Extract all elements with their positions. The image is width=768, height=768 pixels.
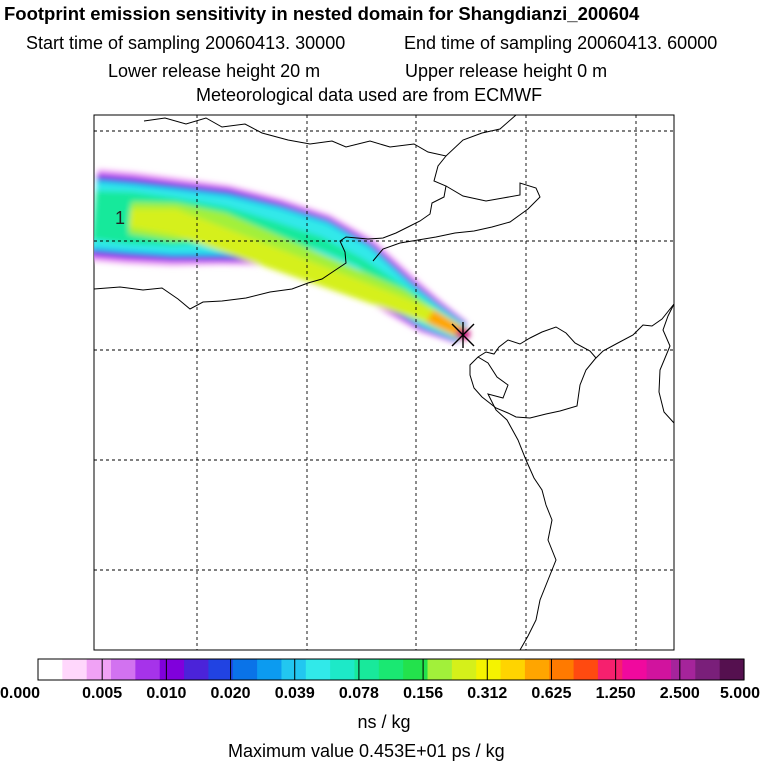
- colorbar-tick-label: 0.010: [146, 685, 186, 702]
- colorbar-cell: [524, 659, 550, 680]
- colorbar-cell: [257, 659, 283, 680]
- met-data-label: Meteorological data used are from ECMWF: [196, 85, 543, 105]
- colorbar-tick-label: 5.000: [720, 685, 760, 702]
- peninsula-east: [469, 303, 674, 419]
- start-time-label: Start time of sampling 20060413. 30000: [26, 33, 346, 53]
- colorbar-cell: [500, 659, 526, 680]
- colorbar-cell: [38, 659, 63, 680]
- colorbar-cell: [476, 659, 502, 680]
- contour-label: 1: [115, 208, 125, 228]
- colorbar-cell: [695, 659, 721, 680]
- colorbar: [37, 658, 745, 681]
- lower-height-label: Lower release height 20 m: [108, 61, 321, 81]
- colorbar-unit: ns / kg: [357, 712, 411, 732]
- border-north: [143, 115, 517, 157]
- colorbar-cell: [232, 659, 258, 680]
- colorbar-cell: [622, 659, 648, 680]
- colorbar-tick-label: 0.625: [531, 685, 571, 702]
- colorbar-cell: [646, 659, 672, 680]
- colorbar-cell: [427, 659, 453, 680]
- colorbar-tick-label: 0.078: [339, 685, 379, 702]
- colorbar-frame: [37, 658, 745, 681]
- coast-bay: [94, 155, 447, 310]
- colorbar-cell: [354, 659, 380, 680]
- colorbar-cell: [719, 659, 745, 680]
- colorbar-cell: [62, 659, 88, 680]
- colorbar-cell: [378, 659, 404, 680]
- station-marker: [451, 322, 475, 348]
- colorbar-cell: [184, 659, 210, 680]
- colorbar-cell: [111, 659, 136, 680]
- colorbar-tick-label: 0.020: [211, 685, 251, 702]
- colorbar-tick-label: 0.156: [403, 685, 443, 702]
- colorbar-cell: [86, 659, 112, 680]
- colorbar-cell: [135, 659, 161, 680]
- peninsula-coast: [658, 303, 674, 424]
- colorbar-cell: [208, 659, 234, 680]
- upper-height-label: Upper release height 0 m: [405, 61, 608, 81]
- colorbar-cell: [305, 659, 331, 680]
- colorbar-cell: [159, 659, 185, 680]
- colorbar-cell: [670, 659, 696, 680]
- footprint-plume: [94, 169, 470, 344]
- gridlines: [94, 115, 674, 650]
- colorbar-tick-label: 0.005: [82, 685, 122, 702]
- colorbar-ticks: 0.000 0.005 0.010 0.020 0.039 0.078 0.156 0.312…: [0, 659, 760, 702]
- coastlines: [94, 115, 674, 650]
- chart-title: Footprint emission sensitivity in nested…: [4, 3, 640, 24]
- end-time-label: End time of sampling 20060413. 60000: [404, 33, 718, 53]
- colorbar-cell: [281, 659, 307, 680]
- colorbar-tick-label: 0.000: [0, 685, 40, 702]
- colorbar-cell: [403, 659, 429, 680]
- colorbar-cell: [451, 659, 477, 680]
- max-value-label: Maximum value 0.453E+01 ps / kg: [228, 741, 505, 761]
- coast-east: [372, 182, 541, 262]
- colorbar-cell: [549, 659, 575, 680]
- colorbar-cell: [330, 659, 356, 680]
- colorbar-cell: [597, 659, 623, 680]
- coast-south: [477, 356, 557, 650]
- colorbar-tick-label: 0.312: [467, 685, 507, 702]
- colorbar-tick-label: 1.250: [596, 685, 636, 702]
- plume-level-0.312: [129, 209, 465, 339]
- colorbar-cell: [573, 659, 599, 680]
- colorbar-tick-label: 0.039: [275, 685, 315, 702]
- plume-level-0.625: [426, 310, 465, 338]
- colorbar-tick-label: 2.500: [660, 685, 700, 702]
